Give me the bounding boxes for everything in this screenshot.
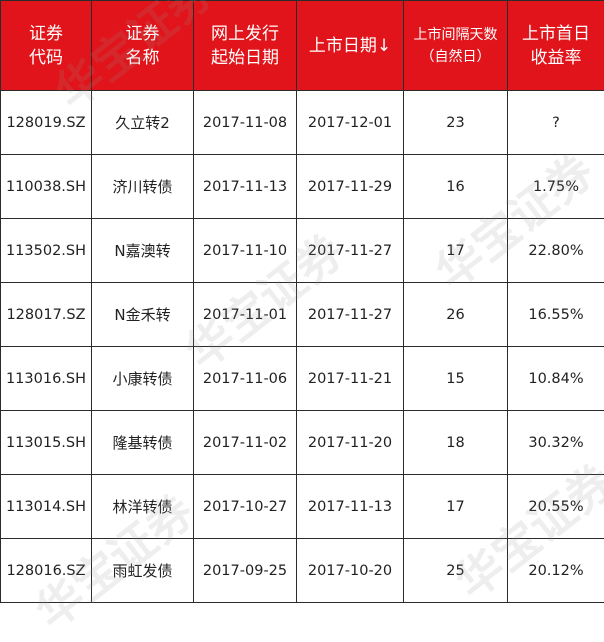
table-row: 113016.SH 小康转债 2017-11-06 2017-11-21 15 … — [1, 347, 604, 411]
table-row: 128016.SZ 雨虹发债 2017-09-25 2017-10-20 25 … — [1, 539, 604, 603]
table-row: 113014.SH 林洋转债 2017-10-27 2017-11-13 17 … — [1, 475, 604, 539]
cell-issue-date: 2017-11-13 — [194, 155, 297, 219]
header-code-line2: 代码 — [1, 46, 91, 70]
header-listing-date-label: 上市日期↓ — [297, 34, 403, 58]
header-code: 证券 代码 — [1, 1, 92, 91]
header-issue-date-line2: 起始日期 — [194, 46, 296, 70]
header-code-line1: 证券 — [1, 22, 91, 46]
cell-code: 113015.SH — [1, 411, 92, 475]
table-row: 128017.SZ N金禾转 2017-11-01 2017-11-27 26 … — [1, 283, 604, 347]
cell-first-day-return: 16.55% — [508, 283, 604, 347]
cell-name: 济川转债 — [92, 155, 194, 219]
table-row: 128019.SZ 久立转2 2017-11-08 2017-12-01 23 … — [1, 91, 604, 155]
cell-listing-date: 2017-11-27 — [297, 283, 404, 347]
cell-interval-days: 25 — [404, 539, 508, 603]
cell-issue-date: 2017-11-01 — [194, 283, 297, 347]
cell-first-day-return: 1.75% — [508, 155, 604, 219]
header-listing-date[interactable]: 上市日期↓ — [297, 1, 404, 91]
cell-listing-date: 2017-11-20 — [297, 411, 404, 475]
cell-name: 雨虹发债 — [92, 539, 194, 603]
cell-name: 林洋转债 — [92, 475, 194, 539]
header-first-day-return: 上市首日 收益率 — [508, 1, 604, 91]
header-issue-date: 网上发行 起始日期 — [194, 1, 297, 91]
header-interval-days-line2: （自然日） — [404, 46, 507, 68]
cell-first-day-return: 30.32% — [508, 411, 604, 475]
cell-code: 128016.SZ — [1, 539, 92, 603]
cell-first-day-return: ? — [508, 91, 604, 155]
table-row: 110038.SH 济川转债 2017-11-13 2017-11-29 16 … — [1, 155, 604, 219]
header-issue-date-line1: 网上发行 — [194, 22, 296, 46]
cell-name: 小康转债 — [92, 347, 194, 411]
cell-first-day-return: 20.12% — [508, 539, 604, 603]
cell-listing-date: 2017-11-13 — [297, 475, 404, 539]
convertible-bond-table: 证券 代码 证券 名称 网上发行 起始日期 上市日期↓ 上市间隔天数 （自然日）… — [0, 0, 604, 603]
header-name-line2: 名称 — [92, 46, 193, 70]
cell-code: 113014.SH — [1, 475, 92, 539]
cell-issue-date: 2017-11-08 — [194, 91, 297, 155]
header-name-line1: 证券 — [92, 22, 193, 46]
header-row: 证券 代码 证券 名称 网上发行 起始日期 上市日期↓ 上市间隔天数 （自然日）… — [1, 1, 604, 91]
cell-listing-date: 2017-11-21 — [297, 347, 404, 411]
cell-first-day-return: 10.84% — [508, 347, 604, 411]
cell-listing-date: 2017-11-27 — [297, 219, 404, 283]
header-interval-days: 上市间隔天数 （自然日） — [404, 1, 508, 91]
header-first-day-return-line2: 收益率 — [508, 46, 604, 70]
cell-interval-days: 16 — [404, 155, 508, 219]
cell-first-day-return: 22.80% — [508, 219, 604, 283]
table-row: 113015.SH 隆基转债 2017-11-02 2017-11-20 18 … — [1, 411, 604, 475]
cell-interval-days: 17 — [404, 219, 508, 283]
cell-name: 隆基转债 — [92, 411, 194, 475]
header-name: 证券 名称 — [92, 1, 194, 91]
cell-interval-days: 26 — [404, 283, 508, 347]
cell-name: N嘉澳转 — [92, 219, 194, 283]
cell-interval-days: 23 — [404, 91, 508, 155]
cell-interval-days: 15 — [404, 347, 508, 411]
cell-issue-date: 2017-11-10 — [194, 219, 297, 283]
cell-listing-date: 2017-12-01 — [297, 91, 404, 155]
cell-interval-days: 17 — [404, 475, 508, 539]
cell-code: 113502.SH — [1, 219, 92, 283]
cell-code: 128019.SZ — [1, 91, 92, 155]
cell-issue-date: 2017-10-27 — [194, 475, 297, 539]
cell-listing-date: 2017-11-29 — [297, 155, 404, 219]
cell-issue-date: 2017-11-02 — [194, 411, 297, 475]
cell-code: 110038.SH — [1, 155, 92, 219]
header-interval-days-line1: 上市间隔天数 — [404, 24, 507, 46]
cell-code: 113016.SH — [1, 347, 92, 411]
header-first-day-return-line1: 上市首日 — [508, 22, 604, 46]
cell-first-day-return: 20.55% — [508, 475, 604, 539]
cell-listing-date: 2017-10-20 — [297, 539, 404, 603]
cell-interval-days: 18 — [404, 411, 508, 475]
cell-name: 久立转2 — [92, 91, 194, 155]
cell-name: N金禾转 — [92, 283, 194, 347]
cell-code: 128017.SZ — [1, 283, 92, 347]
cell-issue-date: 2017-11-06 — [194, 347, 297, 411]
table-row: 113502.SH N嘉澳转 2017-11-10 2017-11-27 17 … — [1, 219, 604, 283]
cell-issue-date: 2017-09-25 — [194, 539, 297, 603]
